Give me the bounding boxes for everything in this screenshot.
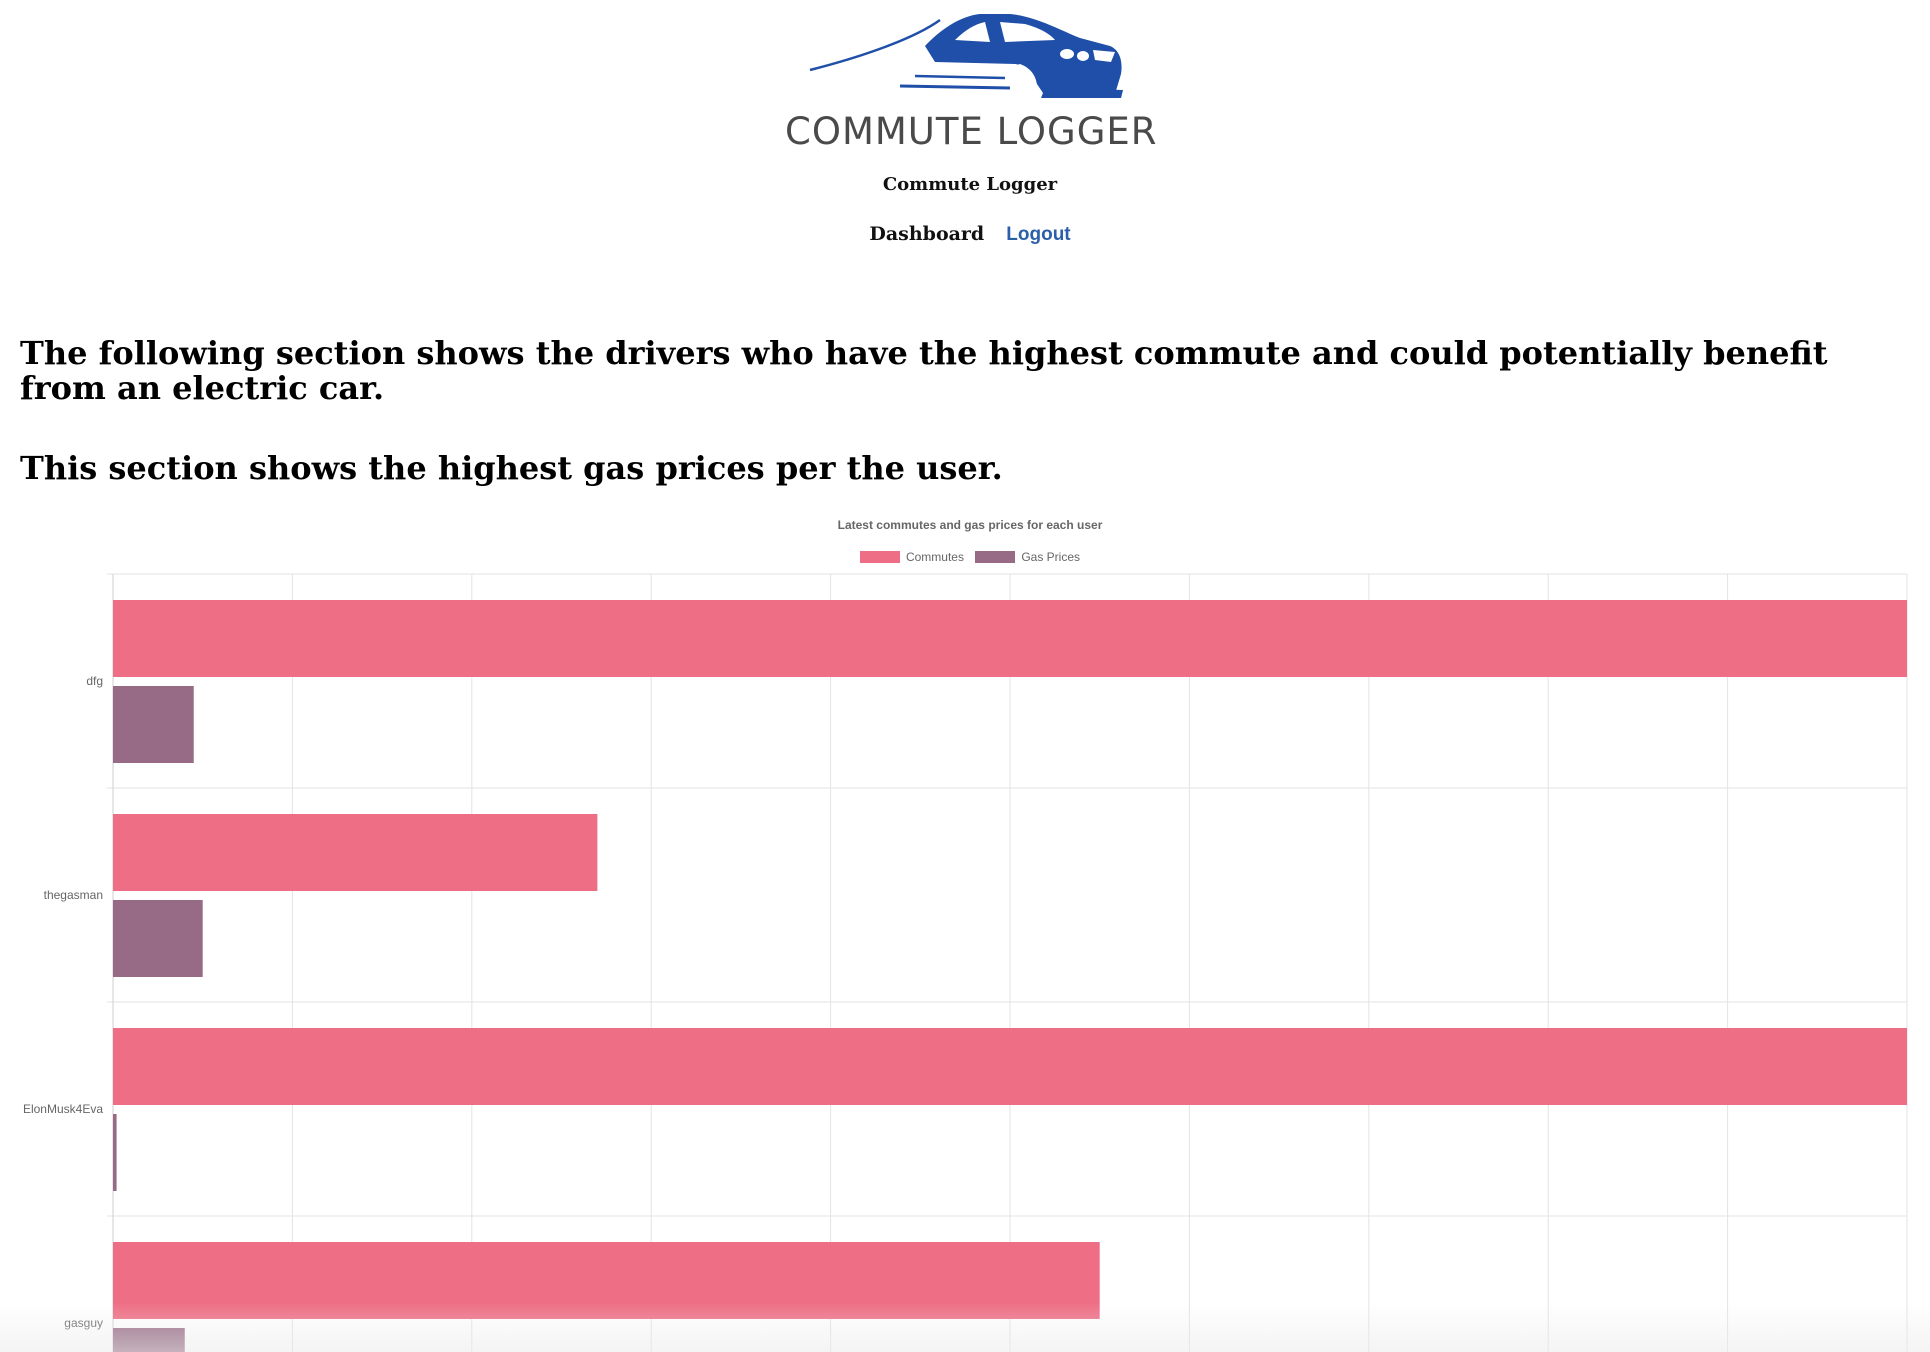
- bar-gas-prices: [113, 686, 194, 763]
- legend-label-gas-prices: Gas Prices: [1021, 550, 1081, 564]
- chart-title: Latest commutes and gas prices for each …: [837, 518, 1103, 532]
- chart-legend: Commutes Gas Prices: [0, 550, 1930, 564]
- legend-swatch-commutes: [859, 551, 900, 563]
- bar-commutes: [113, 814, 598, 891]
- commute-gas-chart: Latest commutes and gas prices for each …: [0, 510, 1930, 1352]
- y-tick-label: ElonMusk4Eva: [23, 1102, 103, 1116]
- legend-item-gas-prices[interactable]: Gas Prices: [975, 550, 1080, 564]
- nav-logout-link[interactable]: Logout: [1006, 224, 1071, 245]
- bar-gas-prices: [113, 1114, 117, 1191]
- legend-item-commutes[interactable]: Commutes: [859, 550, 964, 564]
- bar-gas-prices: [113, 900, 203, 977]
- gas-price-section-heading: This section shows the highest gas price…: [20, 449, 1003, 487]
- bar-commutes: [113, 1242, 1100, 1319]
- chart-plot: dfg thegasman ElonMusk4Eva gasguy: [23, 573, 1908, 1352]
- y-tick-label: thegasman: [44, 888, 103, 902]
- logo-text: COMMUTE LOGGER: [785, 110, 1158, 153]
- bar-commutes: [113, 1028, 1907, 1105]
- legend-swatch-gas-prices: [975, 551, 1016, 563]
- nav-dashboard-link[interactable]: Dashboard: [869, 223, 985, 245]
- car-icon: [809, 14, 1123, 100]
- y-tick-label: dfg: [86, 674, 103, 688]
- commute-section-heading: The following section shows the drivers …: [20, 334, 1828, 407]
- bar-commutes: [113, 600, 1907, 677]
- bar-gas-prices: [113, 1328, 185, 1352]
- y-tick-label: gasguy: [64, 1316, 103, 1330]
- main-nav: Dashboard Logout: [0, 223, 1930, 246]
- site-title: Commute Logger: [882, 174, 1058, 195]
- legend-label-commutes: Commutes: [905, 550, 964, 564]
- logo: COMMUTE LOGGER: [785, 8, 1158, 158]
